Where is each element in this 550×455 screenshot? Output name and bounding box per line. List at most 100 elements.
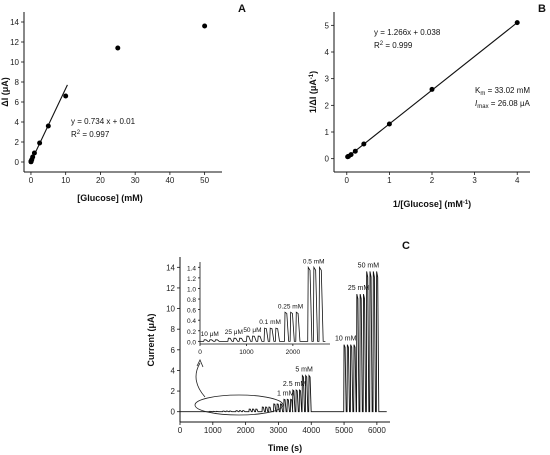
panel-b-x-tick-label: 1 [387, 176, 392, 185]
panel-c-step-labels: 1 mM 2.5 mM 5 mM 10 mM 25 mM 50 mM [277, 262, 379, 397]
inset-step-label: 10 μM [201, 331, 219, 338]
panel-a-y-tick-label: 14 [10, 18, 19, 27]
panel-b-data-point [352, 148, 358, 154]
panel-b-x-ticks: 0 1 2 3 4 [345, 172, 520, 185]
inset-x-tick-label: 1000 [239, 349, 254, 356]
panel-b-y-tick-label: 4 [325, 48, 330, 57]
panel-c-y-tick-label: 0 [171, 408, 176, 417]
panel-b-y-tick-label: 5 [325, 21, 330, 30]
panel-b-y-tick-label: 1 [325, 128, 330, 137]
panel-a-x-tick-label: 50 [200, 176, 209, 185]
panel-b-r2: R2 = 0.999 [374, 41, 413, 50]
inset-x-tick-label: 2000 [286, 349, 301, 356]
panel-b-data-point [386, 121, 392, 127]
inset-y-tick-label: 0.2 [187, 329, 196, 336]
panel-c-inset: 0 1000 2000 0.0 0.2 0.4 0.6 0.8 1.0 1.2 1.4 10 μM… [187, 258, 330, 356]
panel-c-step-label: 50 mM [358, 262, 380, 269]
panel-a-data-point [45, 123, 51, 129]
panel-a-y-tick-label: 12 [10, 38, 19, 47]
inset-y-tick-label: 0.4 [187, 318, 196, 325]
inset-y-tick-label: 1.4 [187, 265, 196, 272]
panel-b-y-ticks: 0 1 2 3 4 5 [325, 21, 334, 164]
inset-x-ticks: 0 1000 2000 [198, 344, 300, 356]
panel-a-y-tick-label: 4 [15, 118, 20, 127]
panel-c-x-tick-label: 0 [178, 426, 183, 435]
panel-c-label: C [402, 240, 410, 252]
panel-c-step-label: 25 mM [348, 285, 370, 292]
panel-c-y-tick-label: 6 [171, 346, 176, 355]
panel-b-x-tick-label: 4 [515, 176, 520, 185]
panel-b-y-tick-label: 3 [325, 75, 330, 84]
panel-b-km: Km = 33.02 mM [475, 86, 530, 97]
panel-c-y-tick-label: 4 [171, 366, 176, 375]
inset-y-tick-label: 1.0 [187, 286, 196, 293]
inset-y-tick-label: 0.8 [187, 297, 196, 304]
panel-b-imax: Imax = 26.08 μA [475, 99, 531, 110]
panel-c-x-tick-label: 4000 [302, 426, 320, 435]
panel-c-x-tick-label: 6000 [368, 426, 386, 435]
panel-a-y-tick-label: 8 [15, 78, 20, 87]
panel-a-data-point [37, 140, 43, 146]
panel-c-y-tick-label: 14 [166, 263, 175, 272]
panel-a-y-tick-label: 10 [10, 58, 19, 67]
panel-c-zoom-arrow [195, 362, 206, 398]
inset-current-trace [200, 265, 326, 342]
inset-y-tick-label: 0.6 [187, 308, 196, 315]
panel-a-data-point [202, 23, 208, 29]
panel-b-data-point [429, 86, 435, 92]
panel-c-y-tick-label: 10 [166, 305, 175, 314]
panel-b-label: B [538, 3, 546, 15]
inset-y-tick-label: 1.2 [187, 276, 196, 283]
panel-c-y-tick-label: 2 [171, 387, 176, 396]
panel-c-x-tick-label: 5000 [335, 426, 353, 435]
panel-c: C 0 1000 2000 3000 4000 5000 6000 02468101214 … [146, 240, 410, 453]
panel-c-step-label: 1 mM [277, 390, 295, 397]
panel-a-y-tick-label: 6 [15, 98, 20, 107]
panel-a-y-label: ΔI (μA) [0, 77, 10, 106]
panel-b-data-point [348, 152, 354, 158]
panel-c-x-tick-label: 1000 [204, 426, 222, 435]
panel-b-y-label: 1/ΔI (μA-1) [308, 71, 318, 113]
panel-a-x-tick-label: 10 [61, 176, 70, 185]
inset-step-label: 0.1 mM [259, 319, 281, 326]
panel-b-data-point [361, 141, 367, 147]
panel-c-x-ticks: 0 1000 2000 3000 4000 5000 6000 [178, 422, 386, 435]
panel-c-y-tick-label: 8 [171, 325, 176, 334]
inset-y-ticks: 0.0 0.2 0.4 0.6 0.8 1.0 1.2 1.4 [187, 265, 200, 346]
panel-a-label: A [238, 3, 246, 15]
panel-c-arrow-head [196, 359, 204, 368]
panel-b-y-tick-label: 0 [325, 155, 330, 164]
panel-a-data-point [30, 154, 36, 160]
inset-step-label: 0.5 mM [303, 258, 325, 265]
inset-step-label: 25 μM [225, 329, 243, 336]
panel-c-step-label: 10 mM [335, 336, 357, 343]
panel-c-current-trace [180, 271, 387, 413]
panel-a-x-tick-label: 0 [29, 176, 34, 185]
panel-b-equation: y = 1.266x + 0.038 [374, 28, 441, 37]
panel-a-data-point [63, 93, 69, 99]
panel-c-y-label: Current (μA) [146, 313, 156, 366]
panel-b-x-label: 1/[Glucose] (mM-1) [393, 199, 471, 209]
panel-b: B 0 1 2 3 4 0 1 2 3 4 5 y = 1.266x + 0.038 R2 = 0… [308, 3, 546, 209]
panel-a-x-tick-label: 30 [131, 176, 140, 185]
panel-c-x-tick-label: 2000 [237, 426, 255, 435]
panel-a-y-tick-label: 2 [15, 138, 20, 147]
inset-step-labels: 10 μM 25 μM 50 μM0.1 mM 0.25 mM 0.5 mM [201, 258, 325, 337]
inset-x-tick-label: 0 [198, 349, 202, 356]
panel-a-equation: y = 0.734 x + 0.01 [71, 117, 136, 126]
panel-c-step-label: 5 mM [295, 367, 313, 374]
panel-a-y-tick-label: 0 [15, 158, 20, 167]
panel-a-y-ticks: 0 2 4 6 8 10 12 14 [10, 18, 24, 167]
panel-c-step-label: 2.5 mM [283, 381, 307, 388]
panel-a-x-tick-label: 40 [165, 176, 174, 185]
inset-step-label: 50 μM [243, 327, 261, 334]
panel-b-points [345, 20, 520, 160]
panel-b-x-tick-label: 3 [472, 176, 477, 185]
panel-a-data-point [31, 150, 37, 156]
panel-b-x-tick-label: 0 [345, 176, 350, 185]
panel-a-fit-line [30, 84, 68, 163]
panel-c-x-label: Time (s) [268, 443, 302, 453]
panel-b-data-point [514, 20, 520, 26]
panel-a: A 0 10 20 30 40 50 0 2 4 6 8 10 12 14 y = 0.734 x + … [0, 3, 246, 203]
